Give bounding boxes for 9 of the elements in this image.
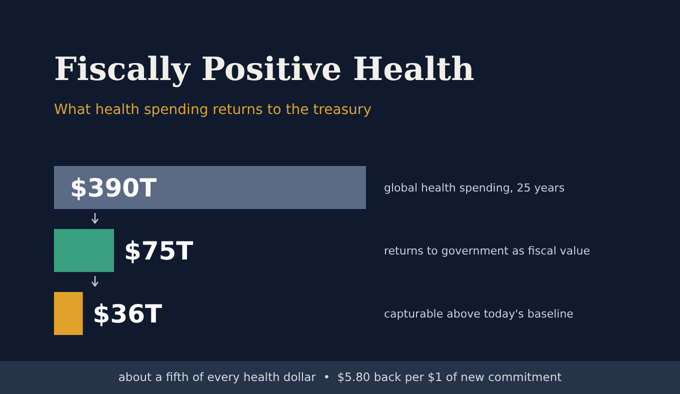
y-tick-label: capturable above today's baseline: [384, 308, 574, 320]
data-label: $390T: [70, 174, 157, 202]
data-label: $36T: [92, 300, 162, 328]
text: about a fifth of every health dollar • $5.80 back per $1 of new commitment: [118, 370, 562, 384]
data-label: $75T: [124, 236, 194, 266]
chart-title: Fiscally Positive Health: [54, 50, 474, 88]
y-tick-label: global health spending, 25 years: [384, 182, 565, 194]
y-tick-label: returns to government as fiscal value: [384, 244, 590, 258]
chart-subtitle: What health spending returns to the treasury: [54, 102, 372, 118]
